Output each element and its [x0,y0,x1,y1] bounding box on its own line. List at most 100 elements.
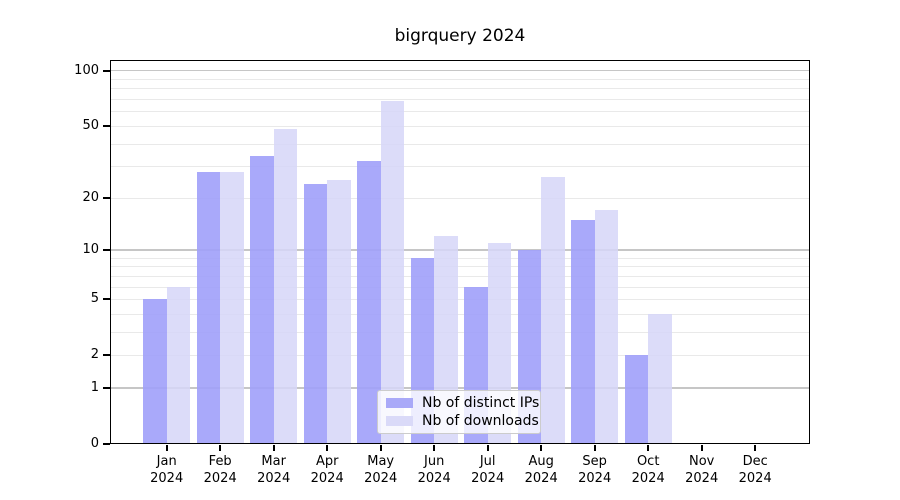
y-tick-mark [103,196,110,199]
gridlines-layer [110,60,810,444]
year-label: 2024 [738,471,772,486]
minor-gridline [110,257,810,259]
y-tick-mark [103,69,110,72]
x-tick-mark [486,445,489,451]
x-tick-label: Apr 2024 [295,453,359,487]
month-label: May [367,454,395,469]
y-tick-mark [103,298,110,301]
x-tick-mark [326,445,329,451]
year-label: 2024 [203,471,237,486]
x-tick-mark [379,445,382,451]
minor-gridline [110,266,810,268]
x-tick-mark [219,445,222,451]
x-tick-label: Jul 2024 [456,453,520,487]
minor-gridline [110,79,810,81]
bar-distinct-ips [571,219,595,444]
y-tick-label: 10 [82,241,99,257]
month-label: Feb [208,454,232,469]
x-tick-label: Dec 2024 [723,453,787,487]
minor-gridline [110,166,810,168]
year-label: 2024 [631,471,665,486]
bar-distinct-ips [624,355,649,444]
y-tick-label: 2 [90,347,99,363]
x-tick-label: Jan 2024 [135,453,199,487]
y-tick-label: 1 [90,379,99,395]
minor-gridline [110,88,810,90]
legend-item: Nb of downloads [386,413,539,429]
y-tick-label: 50 [82,117,99,133]
bar-downloads [327,180,351,444]
minor-gridline [110,299,810,301]
bar-downloads [380,101,405,444]
major-gridline [110,249,810,251]
bars-layer [110,60,810,444]
year-label: 2024 [685,471,719,486]
bar-downloads [594,210,619,444]
y-tick-mark [103,248,110,251]
month-label: Jul [479,454,496,469]
minor-gridline [110,313,810,315]
y-tick-label: 20 [82,189,99,205]
year-label: 2024 [471,471,505,486]
legend: Nb of distinct IPs Nb of downloads [377,390,541,434]
year-label: 2024 [578,471,612,486]
month-label: Apr [315,454,339,469]
bar-downloads [541,177,565,444]
year-label: 2024 [364,471,398,486]
minor-gridline [110,125,810,127]
y-tick-mark [103,443,110,445]
x-tick-mark [647,445,650,451]
bar-distinct-ips [250,156,274,444]
x-tick-mark [754,445,757,451]
major-gridline [110,70,810,72]
minor-gridline [110,331,810,333]
month-label: Aug [528,454,554,469]
month-label: Oct [636,454,660,469]
month-label: Mar [261,454,286,469]
major-gridline [110,387,810,389]
bar-distinct-ips [357,161,381,444]
bar-distinct-ips [303,183,328,444]
minor-gridline [110,355,810,357]
x-tick-mark [165,445,168,451]
minor-gridline [110,197,810,199]
legend-swatch [386,398,413,408]
y-tick-label: 0 [90,436,99,451]
x-tick-mark [540,445,543,451]
legend-swatch [386,416,413,426]
y-tick-mark [103,386,110,389]
x-tick-mark [593,445,596,451]
x-tick-label: Feb 2024 [188,453,252,487]
year-label: 2024 [524,471,558,486]
x-tick-mark [700,445,703,451]
minor-gridline [110,111,810,113]
bar-downloads [273,129,298,444]
month-label: Sep [582,454,607,469]
minor-gridline [110,143,810,145]
x-tick-label: Mar 2024 [242,453,306,487]
x-tick-label: Nov 2024 [670,453,734,487]
month-label: Nov [689,454,715,469]
month-label: Jun [424,454,445,469]
legend-item: Nb of distinct IPs [386,395,539,411]
minor-gridline [110,286,810,288]
x-tick-mark [272,445,275,451]
x-tick-label: Oct 2024 [616,453,680,487]
x-tick-label: May 2024 [349,453,413,487]
year-label: 2024 [257,471,291,486]
y-tick-label: 100 [74,62,99,78]
y-tick-mark [103,354,110,357]
bar-downloads [220,171,244,444]
bar-distinct-ips [143,299,167,444]
minor-gridline [110,99,810,101]
x-tick-label: Sep 2024 [563,453,627,487]
chart-title: bigrquery 2024 [394,26,526,46]
bar-downloads [648,313,672,444]
year-label: 2024 [150,471,184,486]
month-label: Dec [742,454,768,469]
legend-label: Nb of distinct IPs [422,395,540,411]
year-label: 2024 [310,471,344,486]
x-tick-label: Jun 2024 [402,453,466,487]
x-tick-label: Aug 2024 [509,453,573,487]
